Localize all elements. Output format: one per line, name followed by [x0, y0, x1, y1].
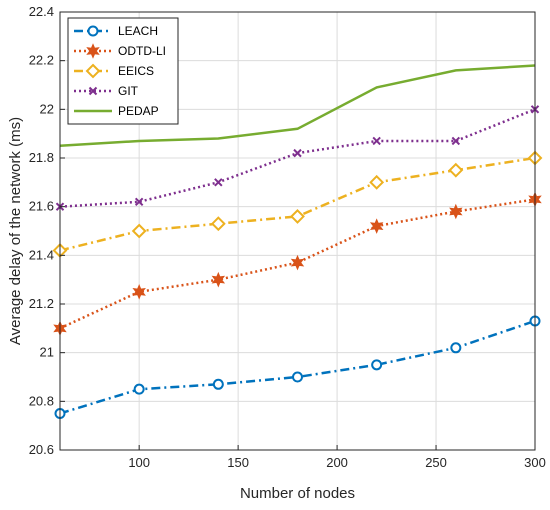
data-point [212, 378, 224, 390]
legend-label: PEDAP [118, 104, 159, 118]
series-eeics [52, 150, 543, 258]
x-axis-label: Number of nodes [240, 485, 355, 502]
y-tick-label: 20.6 [29, 442, 54, 457]
series-pedap [59, 64, 536, 148]
series-leach [54, 315, 541, 419]
legend-item: LEACH [74, 24, 158, 38]
data-point [85, 63, 101, 79]
series-line [59, 64, 536, 148]
legend-item: GIT [74, 84, 139, 98]
y-tick-label: 20.8 [29, 393, 54, 408]
y-axis-label: Average delay of the network (ms) [7, 117, 24, 345]
data-point [371, 359, 383, 371]
data-point [88, 86, 98, 96]
data-point [290, 254, 305, 271]
data-point [451, 136, 461, 146]
y-tick-label: 21.8 [29, 150, 54, 165]
legend-label: EEICS [118, 64, 154, 78]
data-point [131, 223, 147, 239]
data-point [369, 218, 384, 234]
x-tick-label: 250 [425, 455, 447, 470]
y-tick-label: 22 [40, 101, 54, 116]
plot-frame [59, 11, 536, 451]
legend-item: EEICS [74, 63, 154, 79]
data-point [86, 43, 100, 59]
y-tick-label: 21 [40, 345, 54, 360]
data-point [133, 383, 145, 395]
legend-label: LEACH [118, 24, 158, 38]
data-point [292, 371, 303, 383]
x-tick-label: 150 [227, 455, 249, 470]
legend-item: PEDAP [74, 104, 159, 118]
y-tick-label: 22.2 [29, 53, 54, 68]
data-point [87, 25, 99, 37]
data-point [132, 284, 146, 300]
data-point [210, 216, 226, 232]
y-tick-label: 21.2 [29, 296, 54, 311]
legend-label: ODTD-LI [118, 44, 166, 58]
y-tick-label: 22.4 [29, 4, 54, 19]
data-point [214, 178, 223, 187]
data-point [134, 197, 144, 207]
legend: LEACH ODTD-LI EEICS GIT PEDAP [67, 17, 179, 125]
data-point [450, 342, 462, 354]
legend-item: ODTD-LI [74, 43, 166, 59]
data-point [372, 136, 381, 146]
data-point [449, 203, 463, 220]
data-point [211, 271, 226, 288]
series-line [59, 156, 536, 252]
x-tick-label: 100 [128, 455, 150, 470]
y-tick-label: 21.4 [29, 247, 54, 262]
y-tick-label: 21.6 [29, 199, 54, 214]
data-point [293, 148, 302, 158]
x-tick-label: 200 [326, 455, 348, 470]
data-point [448, 162, 464, 178]
data-point [369, 174, 385, 190]
legend-label: GIT [118, 84, 139, 98]
axis-ticks: 20.6 20.8 21 21.2 21.4 21.6 21.8 22 22.2 22.4 100 1… [29, 4, 546, 470]
x-tick-label: 300 [524, 455, 546, 470]
series-lines [52, 64, 543, 419]
series-line [59, 319, 536, 415]
data-point [290, 208, 305, 224]
